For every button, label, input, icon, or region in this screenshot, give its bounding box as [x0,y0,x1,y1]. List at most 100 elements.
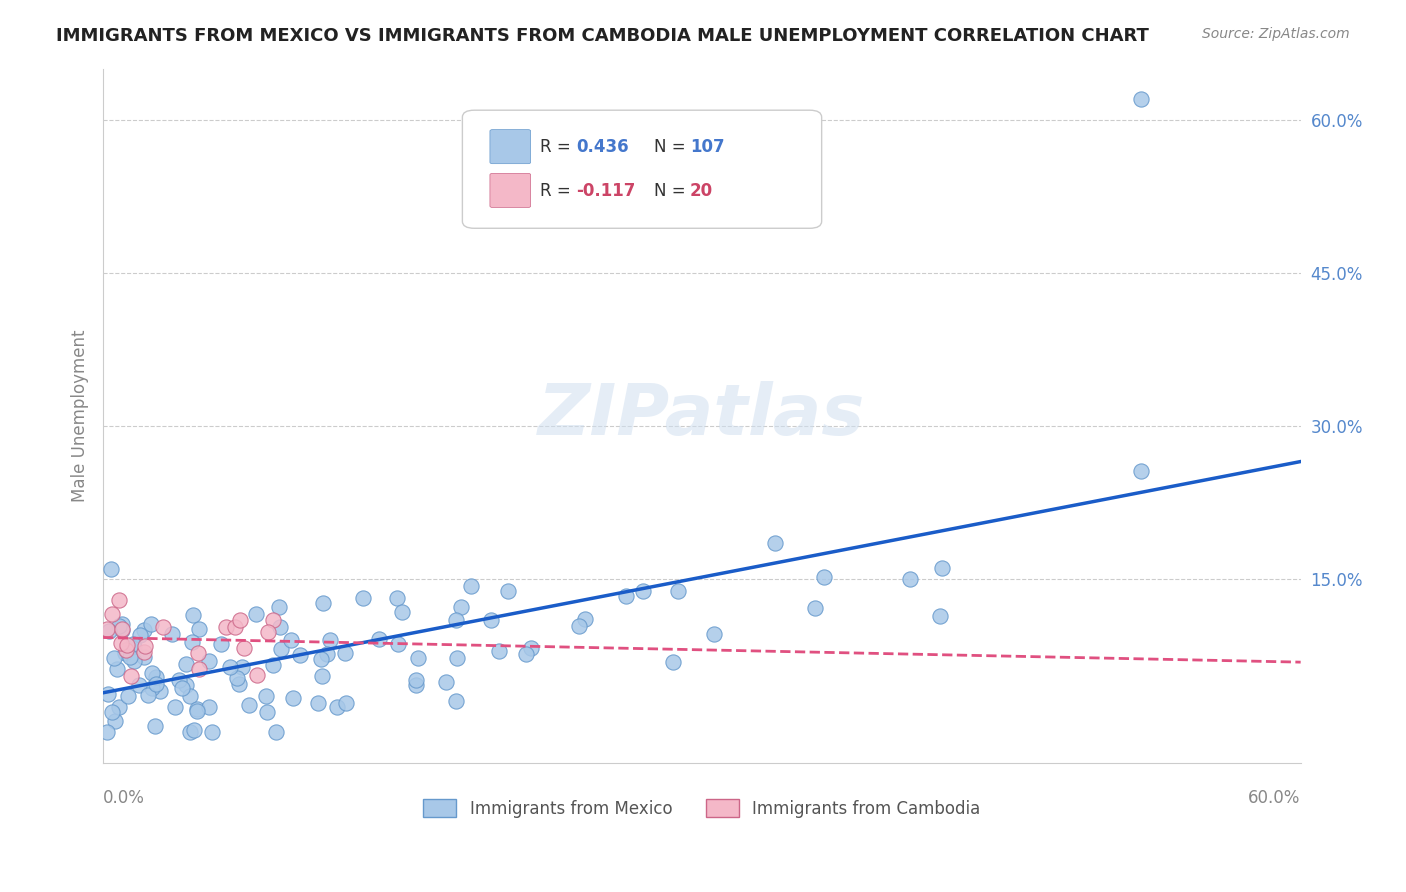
Point [335,696,357,710]
Point [108,592,131,607]
Point [931,561,953,575]
Point [391,605,413,619]
Point [145,677,167,691]
Point [232,641,254,656]
Point [703,627,725,641]
FancyBboxPatch shape [463,111,821,228]
Point [335,646,357,660]
Point [264,725,287,739]
Point [434,674,457,689]
Point [231,660,253,674]
Point [174,657,197,672]
Point [183,723,205,737]
Point [111,616,134,631]
Point [228,676,250,690]
Point [128,677,150,691]
Point [103,714,125,728]
Point [229,613,252,627]
Point [110,623,132,637]
Point [666,584,689,599]
Point [114,646,136,660]
Point [108,699,131,714]
Point [405,678,427,692]
Point [117,689,139,703]
Point [172,681,194,695]
Point [120,669,142,683]
Point [311,669,333,683]
Point [316,648,339,662]
Point [160,627,183,641]
Point [804,601,827,615]
Point [96,725,118,739]
Point [179,725,201,739]
Point [141,666,163,681]
Point [132,645,155,659]
Point [134,639,156,653]
Point [496,584,519,599]
Point [387,637,409,651]
Point [928,609,950,624]
Point [238,698,260,712]
Point [307,696,329,710]
Text: 0.0%: 0.0% [103,789,145,806]
Point [186,702,208,716]
Point [163,699,186,714]
Point [124,640,146,654]
Point [1130,92,1153,106]
Point [186,704,208,718]
Point [262,658,284,673]
Point [96,622,118,636]
Point [311,651,333,665]
Point [385,591,408,606]
Point [408,650,430,665]
Point [121,637,143,651]
Point [405,673,427,687]
Point [267,599,290,614]
Point [167,673,190,688]
Point [270,642,292,657]
Point [319,632,342,647]
Point [280,632,302,647]
Point [100,562,122,576]
Point [520,641,543,656]
Point [444,694,467,708]
Point [254,690,277,704]
Point [108,618,131,632]
Text: 107: 107 [690,138,724,156]
Point [198,699,221,714]
Legend: Immigrants from Mexico, Immigrants from Cambodia: Immigrants from Mexico, Immigrants from … [416,793,987,824]
Point [479,613,502,627]
Point [111,622,134,636]
Point [98,624,121,639]
Point [225,671,247,685]
Text: R =: R = [540,182,576,200]
Point [257,624,280,639]
Point [224,620,246,634]
Point [100,705,122,719]
Point [256,705,278,719]
Point [290,648,312,663]
Point [128,628,150,642]
Point [181,607,204,622]
Point [352,591,374,606]
Point [187,662,209,676]
Point [132,623,155,637]
Text: 20: 20 [690,182,713,200]
Point [149,683,172,698]
Point [662,656,685,670]
Point [97,687,120,701]
Point [179,689,201,703]
Point [141,617,163,632]
Point [198,654,221,668]
FancyBboxPatch shape [489,129,530,163]
Point [281,691,304,706]
Point [101,607,124,622]
Point [368,632,391,647]
Point [446,613,468,627]
Point [312,596,335,610]
Point [201,725,224,739]
Text: N =: N = [654,138,690,156]
Text: 0.436: 0.436 [576,138,628,156]
Point [136,688,159,702]
Point [218,659,240,673]
